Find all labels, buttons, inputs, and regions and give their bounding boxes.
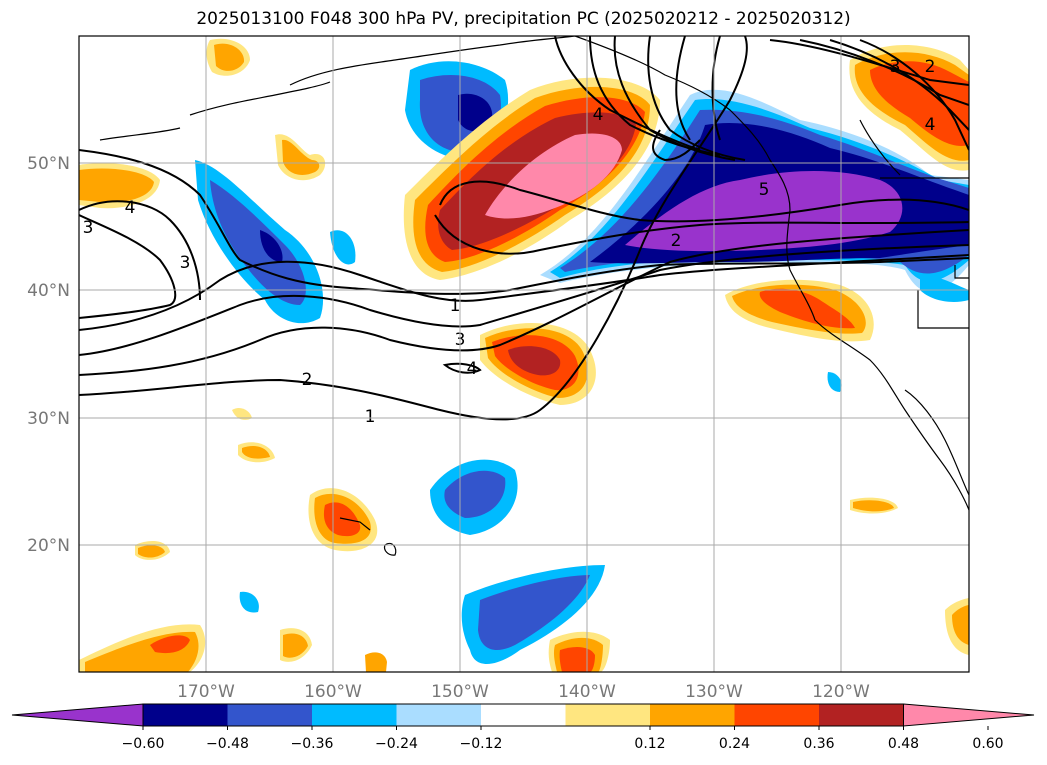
- contour-label: 3: [180, 253, 191, 273]
- colorbar-tick-label: −0.48: [206, 736, 249, 752]
- colorbar-tick-label: −0.12: [460, 736, 503, 752]
- lat-label-50n: 50°N: [27, 154, 70, 174]
- colorbar-extend-high: [903, 703, 1035, 727]
- contour-label: 3: [890, 57, 901, 77]
- contour-label: 1: [365, 407, 376, 427]
- colorbar-segment: [565, 704, 651, 726]
- lon-label-160w: 160°W: [304, 682, 362, 702]
- colorbar-tick-label: −0.24: [375, 736, 418, 752]
- colorbar-segment: [396, 704, 482, 726]
- colorbar-tick-label: 0.36: [803, 736, 834, 752]
- latitude-labels: 50°N 40°N 30°N 20°N: [27, 154, 70, 556]
- colorbar-segment: [481, 704, 566, 726]
- colorbar-segment: [734, 704, 820, 726]
- colorbar-tick-label: 0.48: [888, 736, 919, 752]
- contour-label: 4: [125, 198, 136, 218]
- lon-label-130w: 130°W: [685, 682, 743, 702]
- plot-frame: [78, 35, 970, 673]
- gridlines: [79, 36, 969, 672]
- contour-label: 3: [83, 218, 94, 238]
- lon-label-170w: 170°W: [177, 682, 235, 702]
- lat-label-20n: 20°N: [27, 536, 70, 556]
- colorbar-extend-low: [11, 703, 144, 727]
- contour-label: 2: [925, 57, 936, 77]
- lon-label-150w: 150°W: [431, 682, 489, 702]
- colorbar-segment: [227, 704, 313, 726]
- colorbar-tick-label: 0.12: [634, 736, 665, 752]
- map-title: 2025013100 F048 300 hPa PV, precipitatio…: [196, 9, 851, 29]
- contour-label: 2: [302, 370, 313, 390]
- pv-contours: [79, 36, 969, 421]
- colorbar-tick-label: 0.24: [719, 736, 750, 752]
- contour-label: 4: [467, 359, 478, 379]
- colorbar: −0.60 −0.48 −0.36 −0.24 −0.12 0.12 0.24 0.36 0.4…: [11, 703, 1035, 752]
- negative-anomaly-band: [540, 89, 969, 292]
- contour-label: 2: [671, 231, 682, 251]
- contour-label: 1: [450, 296, 461, 316]
- contour-label: 4: [593, 105, 604, 125]
- positive-anomaly-areas: [79, 38, 969, 672]
- lat-label-30n: 30°N: [27, 409, 70, 429]
- colorbar-outline: [142, 703, 904, 727]
- colorbar-tick-label: −0.36: [291, 736, 334, 752]
- colorbar-tick-label: −0.60: [122, 736, 165, 752]
- lat-label-40n: 40°N: [27, 281, 70, 301]
- contour-label: 4: [925, 115, 936, 135]
- contour-label: 5: [759, 180, 770, 200]
- longitude-labels: 170°W 160°W 150°W 140°W 130°W 120°W: [177, 682, 870, 702]
- contour-labels: 1 2 3 4 5 1 3 4 2 4 3 2 3 4: [83, 57, 936, 427]
- colorbar-segment: [312, 704, 397, 726]
- colorbar-segment: [819, 704, 904, 726]
- colorbar-tick-label: 0.60: [972, 736, 1003, 752]
- lon-label-140w: 140°W: [558, 682, 616, 702]
- lon-label-120w: 120°W: [812, 682, 870, 702]
- colorbar-segment: [650, 704, 735, 726]
- colorbar-segment: [143, 704, 228, 726]
